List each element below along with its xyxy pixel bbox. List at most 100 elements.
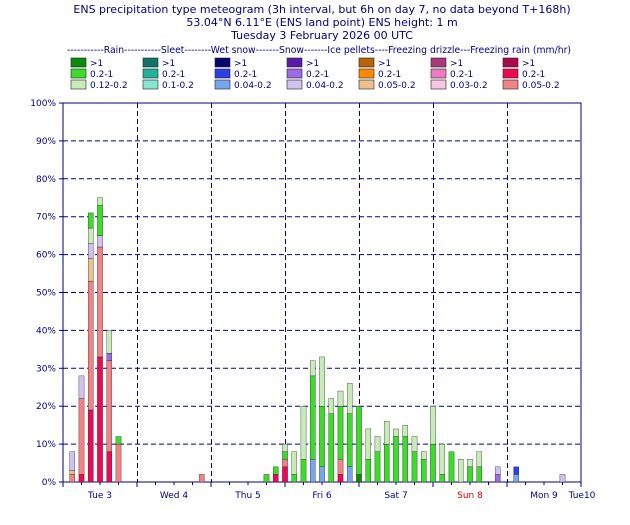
legend-swatch — [430, 57, 447, 68]
legend-header: -----------Rain-----------Sleet--------W… — [67, 45, 571, 56]
legend-label: 0.05-0.2 — [378, 81, 416, 91]
bar-segment — [393, 428, 399, 437]
bar-segment — [356, 406, 362, 475]
bar-segment — [87, 243, 94, 259]
legend-swatch — [358, 68, 375, 79]
y-tick-label: 30% — [36, 364, 56, 374]
bar-segment — [78, 474, 85, 483]
bar-segment — [309, 375, 316, 460]
bar-segment — [87, 227, 94, 244]
chart-title-line1: ENS precipitation type meteogram (3h int… — [73, 3, 570, 16]
legend-label: 0.1-0.2 — [162, 81, 194, 91]
bar-segment — [263, 474, 270, 483]
y-tick-label: 90% — [36, 137, 56, 147]
y-tick-label: 60% — [36, 251, 56, 261]
x-tick-label: Tue10 — [568, 491, 596, 501]
bar-segment — [282, 443, 288, 452]
legend-swatch — [286, 68, 303, 79]
legend-swatch — [430, 68, 447, 79]
bar-segment — [309, 459, 316, 483]
legend-label: >1 — [450, 59, 463, 69]
legend: >10.2-10.12-0.2>10.2-10.1-0.2>10.2-10.04… — [70, 57, 560, 91]
bar-segment — [272, 474, 279, 483]
legend-swatch — [70, 57, 87, 68]
bar-segment — [97, 235, 103, 248]
bar-segment — [365, 428, 372, 460]
y-tick-label: 10% — [36, 440, 56, 450]
y-tick-label: 70% — [36, 213, 56, 223]
bar-segment — [115, 436, 122, 445]
bar-segment — [337, 390, 344, 407]
legend-swatch — [142, 68, 159, 79]
bar-segment — [106, 360, 113, 452]
bar-segment — [328, 398, 335, 414]
legend-label: 0.2-1 — [234, 70, 257, 80]
bar-segment — [467, 459, 473, 468]
legend-label: >1 — [378, 59, 391, 69]
legend-label: >1 — [306, 59, 319, 69]
bar-segment — [494, 474, 501, 483]
legend-swatch — [358, 57, 375, 68]
legend-label: 0.2-1 — [450, 70, 473, 80]
bar-segment — [291, 474, 298, 483]
bar-segment — [106, 352, 113, 361]
bar-segment — [402, 424, 409, 437]
chart-title-line3: Tuesday 3 February 2026 00 UTC — [230, 29, 413, 42]
bar-segment — [393, 436, 399, 483]
bar-segment — [272, 466, 279, 475]
bar-segment — [420, 451, 427, 460]
bar-segment — [383, 443, 390, 483]
bar-segment — [346, 383, 353, 414]
bar-segment — [69, 451, 76, 471]
y-axis: 0% 10% 20% 30% 40% 50% 60% 70% 80% 90% 100% — [30, 99, 63, 488]
bar-segment — [420, 459, 427, 483]
legend-swatch — [502, 57, 519, 68]
legend-swatch — [502, 79, 519, 90]
bar-segment — [69, 470, 76, 475]
bar-segment — [383, 421, 390, 445]
bar-segment — [356, 474, 362, 483]
x-tick-label: Fri 6 — [312, 491, 332, 501]
bar-segment — [337, 406, 344, 460]
y-tick-label: 0% — [42, 478, 57, 488]
bar-segment — [97, 197, 103, 206]
bar-segment — [319, 406, 325, 468]
bar-segment — [106, 451, 113, 483]
legend-label: 0.2-1 — [90, 70, 113, 80]
y-tick-label: 20% — [36, 402, 56, 412]
legend-label: 0.04-0.2 — [306, 81, 344, 91]
legend-label: >1 — [522, 59, 535, 69]
bar-segment — [309, 360, 316, 377]
bar-segment — [346, 466, 353, 483]
x-tick-label: Sun 8 — [457, 491, 483, 501]
legend-label: 0.05-0.2 — [522, 81, 560, 91]
bar-segment — [337, 459, 344, 475]
bar-segment — [319, 466, 325, 483]
bar-segment — [106, 330, 113, 354]
x-axis: Tue 3 Wed 4 Thu 5 Fri 6 Sat 7 Sun 8 Mon 9 Tue10 — [62, 482, 596, 501]
bar-segment — [365, 459, 372, 483]
bar-segment — [291, 451, 298, 475]
bar-segment — [559, 474, 566, 483]
bar-segment — [97, 205, 103, 236]
bar-segment — [328, 413, 335, 483]
bar-segment — [87, 258, 94, 282]
bar-segment — [439, 443, 446, 475]
legend-swatch — [214, 57, 231, 68]
bar-segment — [411, 436, 418, 452]
legend-swatch — [286, 79, 303, 90]
bar-segment — [430, 443, 436, 483]
bar-segment — [69, 474, 76, 483]
bar-segment — [411, 451, 418, 483]
legend-label: 0.2-1 — [378, 70, 401, 80]
legend-swatch — [358, 79, 375, 90]
y-tick-label: 80% — [36, 175, 56, 185]
bar-segment — [374, 436, 381, 452]
bar-segment — [282, 466, 288, 483]
bar-segment — [448, 451, 455, 483]
x-tick-label: Mon 9 — [530, 491, 558, 501]
legend-label: 0.03-0.2 — [450, 81, 488, 91]
bar-segment — [300, 406, 307, 460]
bar-segment — [87, 409, 94, 483]
legend-label: 0.12-0.2 — [90, 81, 128, 91]
